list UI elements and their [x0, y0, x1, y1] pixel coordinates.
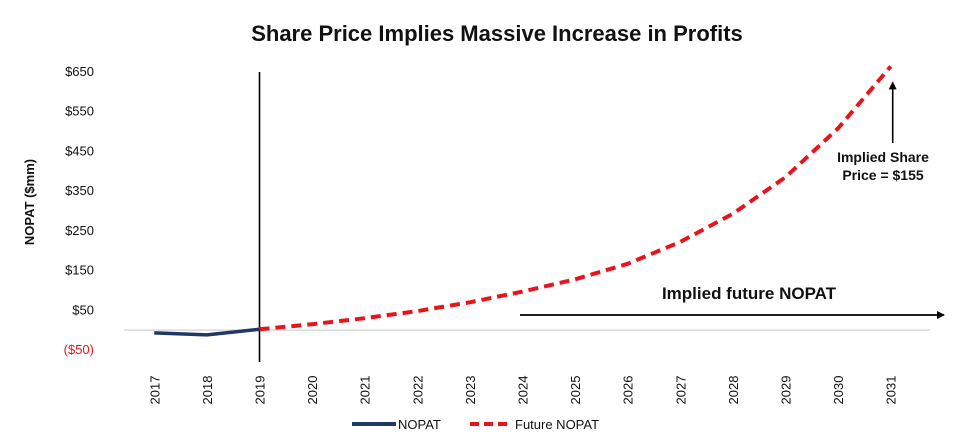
series-layer [154, 65, 893, 337]
x-tick-label: 2018 [200, 376, 215, 405]
y-axis-label: NOPAT ($mm) [22, 159, 37, 245]
x-tick-label: 2020 [305, 376, 320, 405]
x-tick-label: 2027 [673, 376, 688, 405]
legend: NOPAT Future NOPAT [352, 417, 599, 432]
chart-title: Share Price Implies Massive Increase in … [251, 21, 743, 46]
y-tick-label: $450 [65, 143, 94, 158]
y-tick-label: $350 [65, 183, 94, 198]
x-tick-label: 2017 [147, 376, 162, 405]
x-tick-label: 2029 [779, 376, 794, 405]
x-tick-label: 2019 [253, 376, 268, 405]
legend-nopat-label: NOPAT [398, 417, 441, 432]
x-tick-label: 2030 [831, 376, 846, 405]
axis-layer [124, 72, 931, 362]
legend-future-label: Future NOPAT [515, 417, 599, 432]
annotation-future-nopat: Implied future NOPAT [662, 284, 837, 303]
x-tick-label: 2023 [463, 376, 478, 405]
series-line-nopat [154, 327, 260, 337]
y-tick-label: $150 [65, 263, 94, 278]
series-line-future-nopat [259, 65, 893, 332]
y-tick-label: $650 [65, 64, 94, 79]
y-tick-label: $550 [65, 104, 94, 119]
x-tick-label: 2024 [516, 376, 531, 405]
x-tick-label: 2028 [726, 376, 741, 405]
annotation-share-price-line2: Price = $155 [842, 167, 924, 183]
y-tick-label: $250 [65, 223, 94, 238]
x-tick-label: 2025 [568, 376, 583, 405]
x-tick-label: 2021 [358, 376, 373, 405]
y-tick-label: ($50) [64, 342, 94, 357]
annotation-layer: Implied Share Price = $155 Implied futur… [520, 81, 945, 319]
y-tick-labels: ($50) $50 $150 $250 $350 $450 $550 $650 [64, 64, 94, 357]
x-tick-label: 2026 [621, 376, 636, 405]
x-tick-label: 2031 [884, 376, 899, 405]
y-tick-label: $50 [72, 302, 94, 317]
x-tick-labels: 2017 2018 2019 2020 2021 2022 2023 2024 2025 2026… [147, 376, 898, 405]
x-tick-label: 2022 [410, 376, 425, 405]
annotation-share-price-line1: Implied Share [837, 149, 929, 165]
